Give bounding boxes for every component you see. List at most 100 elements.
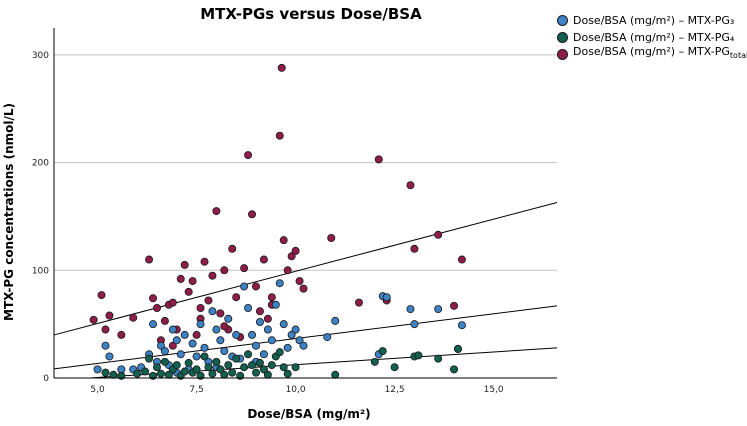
data-point <box>248 330 257 339</box>
data-point <box>196 303 205 312</box>
tick-labels: 5,0 7,5 10,0 12,5 15,0 0 100 200 300 <box>32 51 504 395</box>
data-point <box>374 155 383 164</box>
legend-label: Dose/BSA (mg/m²) – MTX-PG₃ <box>573 13 735 27</box>
chart-title: MTX-PGs versus Dose/BSA <box>200 5 422 23</box>
data-point <box>406 305 415 314</box>
data-point <box>255 358 264 367</box>
data-point <box>220 370 229 379</box>
data-point <box>200 257 209 266</box>
data-point <box>192 352 201 361</box>
data-point <box>216 336 225 345</box>
data-point <box>180 330 189 339</box>
data-point <box>248 361 257 370</box>
data-point <box>105 352 114 361</box>
data-point <box>299 341 308 350</box>
data-point <box>382 293 391 302</box>
data-point <box>275 279 284 288</box>
y-tick-label: 0 <box>43 374 49 384</box>
data-point <box>200 352 209 361</box>
data-point <box>457 255 466 264</box>
data-point <box>160 347 169 356</box>
data-point <box>196 320 205 329</box>
data-point <box>267 336 276 345</box>
data-point <box>168 341 177 350</box>
legend-item: Dose/BSA (mg/m²) – MTX-PGtotal <box>557 45 747 63</box>
data-point <box>101 341 110 350</box>
data-point <box>259 365 268 374</box>
data-point <box>414 351 423 360</box>
data-point <box>220 347 229 356</box>
y-tick-label: 300 <box>32 51 49 61</box>
data-point <box>184 358 193 367</box>
data-point <box>101 325 110 334</box>
data-point <box>410 320 419 329</box>
data-point <box>354 298 363 307</box>
data-point <box>109 370 118 379</box>
data-point <box>299 284 308 293</box>
data-point <box>244 303 253 312</box>
data-point <box>295 336 304 345</box>
x-axis-label: Dose/BSA (mg/m²) <box>247 407 370 421</box>
data-point <box>275 131 284 140</box>
data-point <box>406 181 415 190</box>
y-tick-label: 200 <box>32 159 49 169</box>
data-point <box>248 210 257 219</box>
data-point <box>267 361 276 370</box>
data-point <box>450 301 459 310</box>
data-point <box>145 354 154 363</box>
data-point <box>453 344 462 353</box>
data-point <box>129 313 138 322</box>
data-point <box>434 305 443 314</box>
data-point <box>275 348 284 357</box>
x-tick-label: 5,0 <box>90 385 105 395</box>
data-point <box>410 244 419 253</box>
data-point <box>263 325 272 334</box>
data-point <box>457 321 466 330</box>
grid-lines <box>54 54 557 271</box>
x-tick-label: 12,5 <box>385 385 405 395</box>
data-point <box>192 365 201 374</box>
fit-line <box>53 305 558 370</box>
data-point <box>216 309 225 318</box>
data-point <box>133 369 142 378</box>
data-point <box>259 255 268 264</box>
data-point <box>184 287 193 296</box>
data-point <box>188 339 197 348</box>
data-point <box>255 317 264 326</box>
data-point <box>204 296 213 305</box>
data-point <box>434 354 443 363</box>
data-point <box>176 350 185 359</box>
y-tick-label: 100 <box>32 266 49 276</box>
data-point <box>188 277 197 286</box>
data-point <box>279 236 288 245</box>
data-point <box>145 255 154 264</box>
fit-line <box>53 201 558 336</box>
data-point <box>89 315 98 324</box>
data-point <box>323 333 332 342</box>
data-point <box>240 363 249 372</box>
data-point <box>97 291 106 300</box>
data-point <box>240 264 249 273</box>
data-point <box>291 246 300 255</box>
data-point <box>176 274 185 283</box>
data-point <box>283 266 292 275</box>
data-point <box>141 367 150 376</box>
data-point <box>180 260 189 269</box>
data-point <box>149 294 158 303</box>
data-point <box>244 151 253 160</box>
data-point <box>212 325 221 334</box>
data-point <box>204 363 213 372</box>
data-point <box>331 370 340 379</box>
y-axis-label: MTX-PG concentrations (nmol/L) <box>2 103 16 321</box>
data-point <box>228 368 237 377</box>
data-point <box>156 341 165 350</box>
data-point <box>295 277 304 286</box>
data-point <box>287 252 296 261</box>
legend: Dose/BSA (mg/m²) – MTX-PG₃ Dose/BSA (mg/m… <box>557 12 747 63</box>
data-point <box>208 369 217 378</box>
data-point <box>232 354 241 363</box>
data-point <box>208 307 217 316</box>
data-point <box>450 365 459 374</box>
data-point <box>228 244 237 253</box>
